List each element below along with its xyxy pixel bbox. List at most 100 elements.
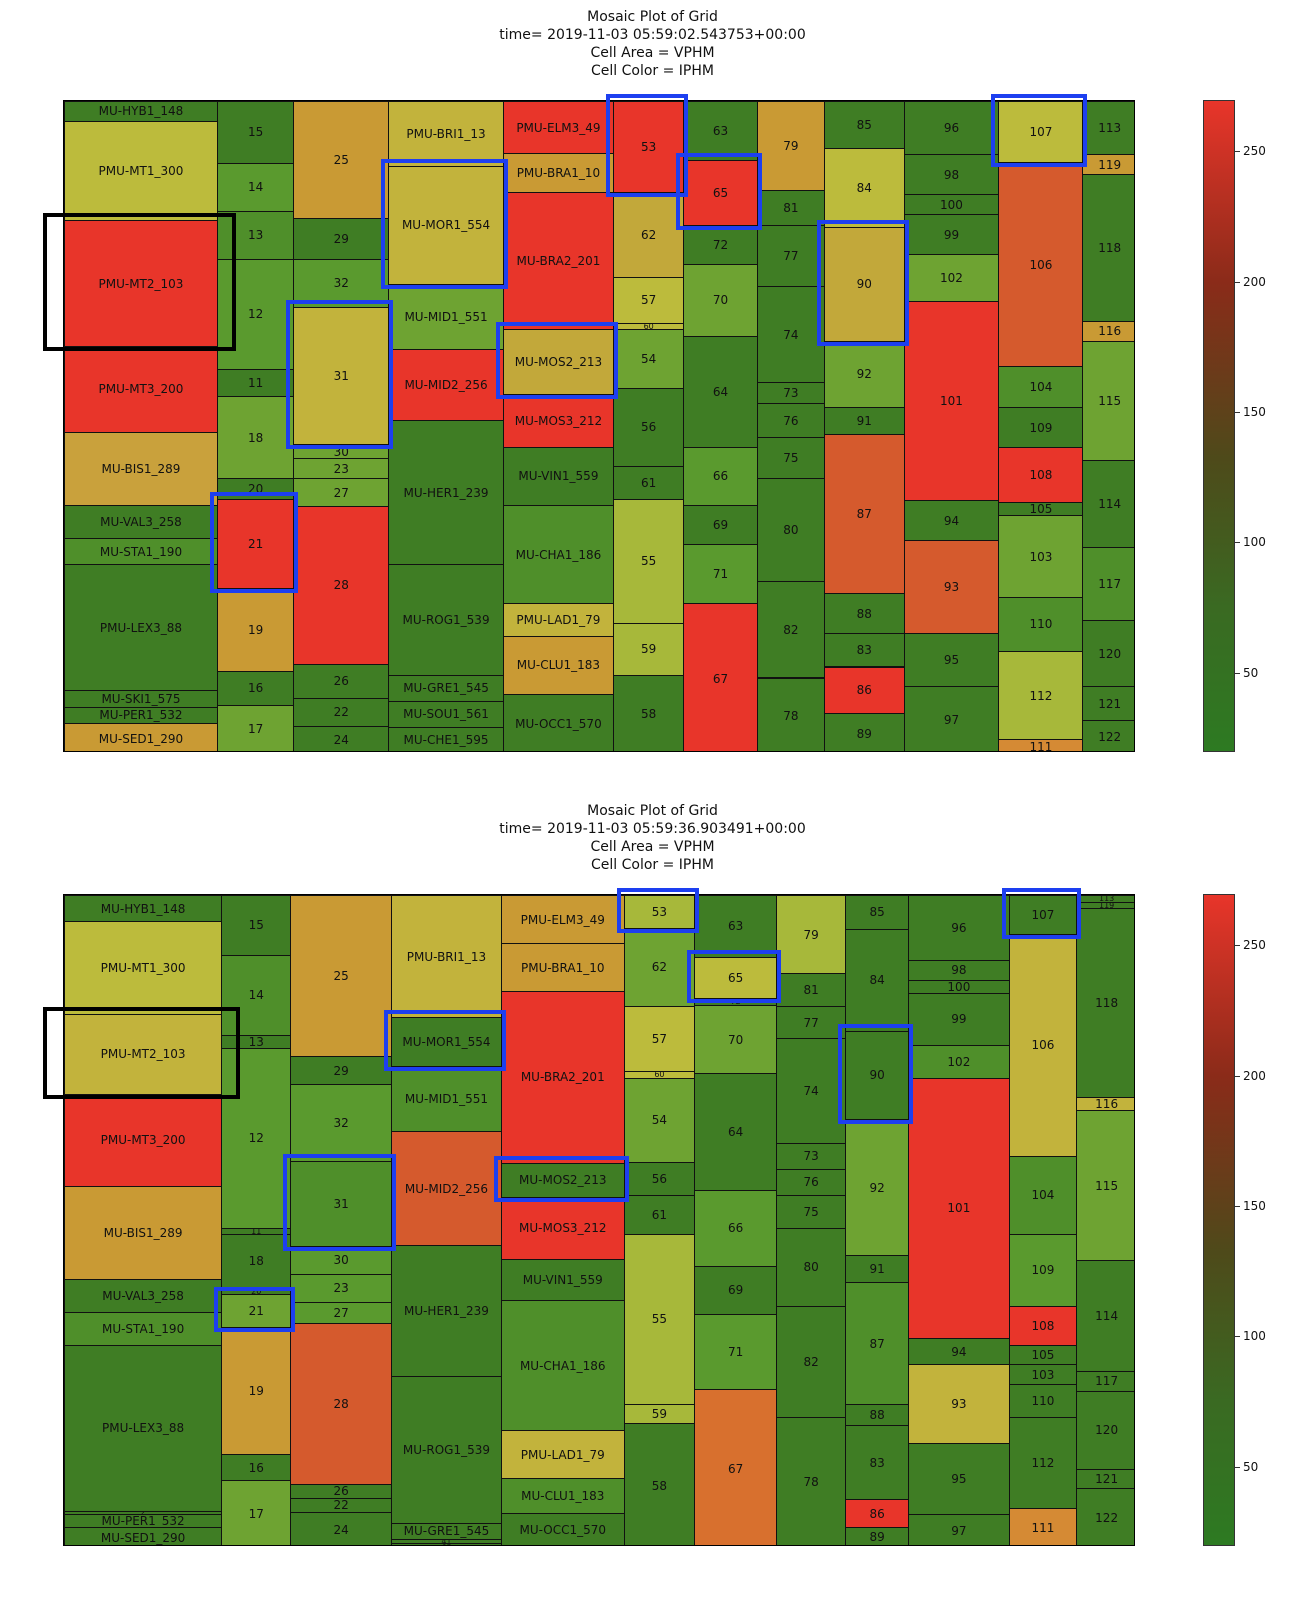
mosaic-cell: MU-MOR1_554 (388, 166, 504, 285)
mosaic-cell: PMU-ELM3_49 (502, 101, 614, 155)
mosaic-cell-label: 31 (333, 1196, 349, 1211)
mosaic-cell-label: MU-MID1_551 (404, 309, 488, 324)
mosaic-cell: 83 (824, 633, 905, 668)
mosaic-cell: MU-BIS1_289 (64, 1186, 223, 1280)
mosaic-cell: 29 (293, 217, 390, 260)
mosaic-cell: 69 (694, 1265, 778, 1315)
mosaic-cell: MU-MOS3_212 (502, 394, 614, 448)
mosaic-cell: 112 (998, 651, 1084, 741)
mosaic-cell: 15 (221, 895, 292, 956)
mosaic-cell: 76 (756, 402, 826, 439)
mosaic-cell-label: 117 (1095, 1374, 1119, 1389)
mosaic-cell-label: 102 (947, 1054, 971, 1069)
mosaic-cell-label: 30 (333, 1253, 349, 1268)
mosaic-cell-label: PMU-BRA1_10 (521, 960, 605, 975)
mosaic-cell: 63 (683, 101, 758, 161)
mosaic-cell-label: 81 (803, 983, 819, 998)
mosaic-cell-label: 121 (1098, 696, 1122, 711)
mosaic-cell-label: 11 (251, 1227, 262, 1236)
mosaic-cell-label: 75 (803, 1204, 819, 1219)
mosaic-cell-label: MU-MOR1_554 (401, 218, 491, 233)
mosaic-cell-label: MU-GRE1_545 (403, 681, 489, 696)
mosaic-cell-label: MU-HER1_239 (403, 1304, 489, 1319)
mosaic-cell: 110 (1008, 1384, 1078, 1418)
mosaic-cell-label: 120 (1098, 646, 1122, 661)
mosaic-cell-label: MU-HYB1_148 (100, 901, 186, 916)
mosaic-cell: 84 (824, 147, 905, 229)
mosaic-cell-label: 81 (783, 200, 799, 215)
mosaic-cell: MU-CHE1_595 (388, 726, 504, 751)
mosaic-cell-label: 74 (803, 1084, 819, 1099)
mosaic-cell: 81 (756, 190, 826, 226)
mosaic-cell: 24 (290, 1511, 392, 1545)
plot-color-caption: Cell Color = IPHM (591, 857, 714, 873)
mosaic-cell: 64 (694, 1073, 778, 1192)
mosaic-cell: 98 (908, 960, 1010, 981)
mosaic-cell: 102 (903, 254, 1000, 302)
mosaic-cell: 107 (1008, 895, 1078, 936)
mosaic-cell: MU-MID1_551 (388, 283, 504, 350)
mosaic-cell: 96 (903, 101, 1000, 156)
mosaic-cell: 25 (290, 895, 392, 1058)
colorbar-tick-label: 150 (1235, 404, 1266, 419)
mosaic-cell-label: 82 (783, 622, 799, 637)
mosaic-cell: 27 (293, 478, 390, 507)
mosaic-cell-label: 22 (333, 1498, 349, 1513)
mosaic-cell-label: 107 (1031, 908, 1055, 923)
mosaic-cell: PMU-MT3_200 (64, 1093, 223, 1188)
mosaic-cell: PMU-MT3_200 (64, 345, 218, 433)
mosaic-cell-label: 93 (943, 580, 960, 595)
mosaic-cell-label: 114 (1095, 1309, 1119, 1324)
mosaic-cell-label: 85 (856, 117, 872, 132)
mosaic-cell-label: 76 (783, 413, 799, 428)
plot-timestamp: time= 2019-11-03 05:59:36.903491+00:00 (499, 821, 806, 837)
mosaic-cell-label: 38 (441, 1544, 451, 1545)
mosaic-cell-label: 19 (248, 1384, 264, 1399)
mosaic-cell-label: MU-ROG1_539 (402, 1442, 490, 1457)
mosaic-cell: 82 (756, 581, 826, 679)
mosaic-cell-label: 89 (856, 726, 872, 741)
mosaic-cell-label: 20 (248, 482, 264, 497)
mosaic-cell: 31 (293, 306, 390, 446)
mosaic-cell: MU-OCC1_570 (500, 1512, 625, 1545)
mosaic-cell-label: 30 (333, 444, 349, 459)
mosaic-cell: 75 (756, 437, 826, 480)
mosaic-cell-label: 116 (1095, 1097, 1119, 1112)
mosaic-cell-label: 69 (712, 518, 729, 533)
mosaic-cell-label: MU-HER1_239 (403, 485, 489, 500)
mosaic-cell: 71 (683, 544, 758, 605)
mosaic-cell: 108 (1008, 1305, 1078, 1346)
mosaic-cell: MU-MOS3_212 (500, 1196, 625, 1260)
mosaic-cell-label: 105 (1031, 1348, 1055, 1363)
mosaic-cell-label: 85 (869, 905, 885, 920)
mosaic-cell: 73 (776, 1142, 847, 1170)
mosaic-cell-label: 65 (712, 185, 729, 200)
plot-timestamp: time= 2019-11-03 05:59:02.543753+00:00 (499, 27, 806, 43)
mosaic-cell: MU-HYB1_148 (64, 101, 218, 122)
mosaic-cell-label: 64 (712, 384, 729, 399)
mosaic-cell-label: 32 (333, 1116, 349, 1131)
mosaic-cell-label: 29 (333, 1063, 349, 1078)
mosaic-cell-label: MU-CLU1_183 (516, 658, 601, 673)
mosaic-cell-label: 67 (712, 671, 729, 686)
mosaic-cell-label: MU-MOS3_212 (514, 413, 603, 428)
mosaic-cell: MU-VIN1_559 (502, 446, 614, 507)
mosaic-cell: MU-MOS2_213 (500, 1162, 625, 1198)
mosaic-cell-label: 28 (333, 578, 349, 593)
mosaic-cell: 104 (998, 365, 1084, 408)
mosaic-cell-label: 104 (1031, 1188, 1055, 1203)
mosaic-cell-label: 55 (651, 1312, 668, 1327)
mosaic-cell-label: 69 (728, 1283, 744, 1298)
mosaic-cell-label: 108 (1031, 1318, 1055, 1333)
mosaic-cell-label: 98 (943, 167, 960, 182)
mosaic-cell: 18 (216, 396, 295, 480)
mosaic-cell-label: PMU-LAD1_79 (520, 1447, 605, 1462)
mosaic-cell-label: 17 (248, 1507, 264, 1522)
mosaic-cell-label: PMU-BRI1_13 (406, 127, 486, 142)
mosaic-cell-label: 53 (641, 140, 657, 155)
mosaic-cell-label: 70 (712, 293, 729, 308)
mosaic-cell-label: 88 (856, 606, 872, 621)
mosaic-cell: 86 (845, 1499, 910, 1528)
mosaic-cell-label: 80 (783, 523, 799, 538)
mosaic-cell-label: 62 (651, 960, 668, 975)
